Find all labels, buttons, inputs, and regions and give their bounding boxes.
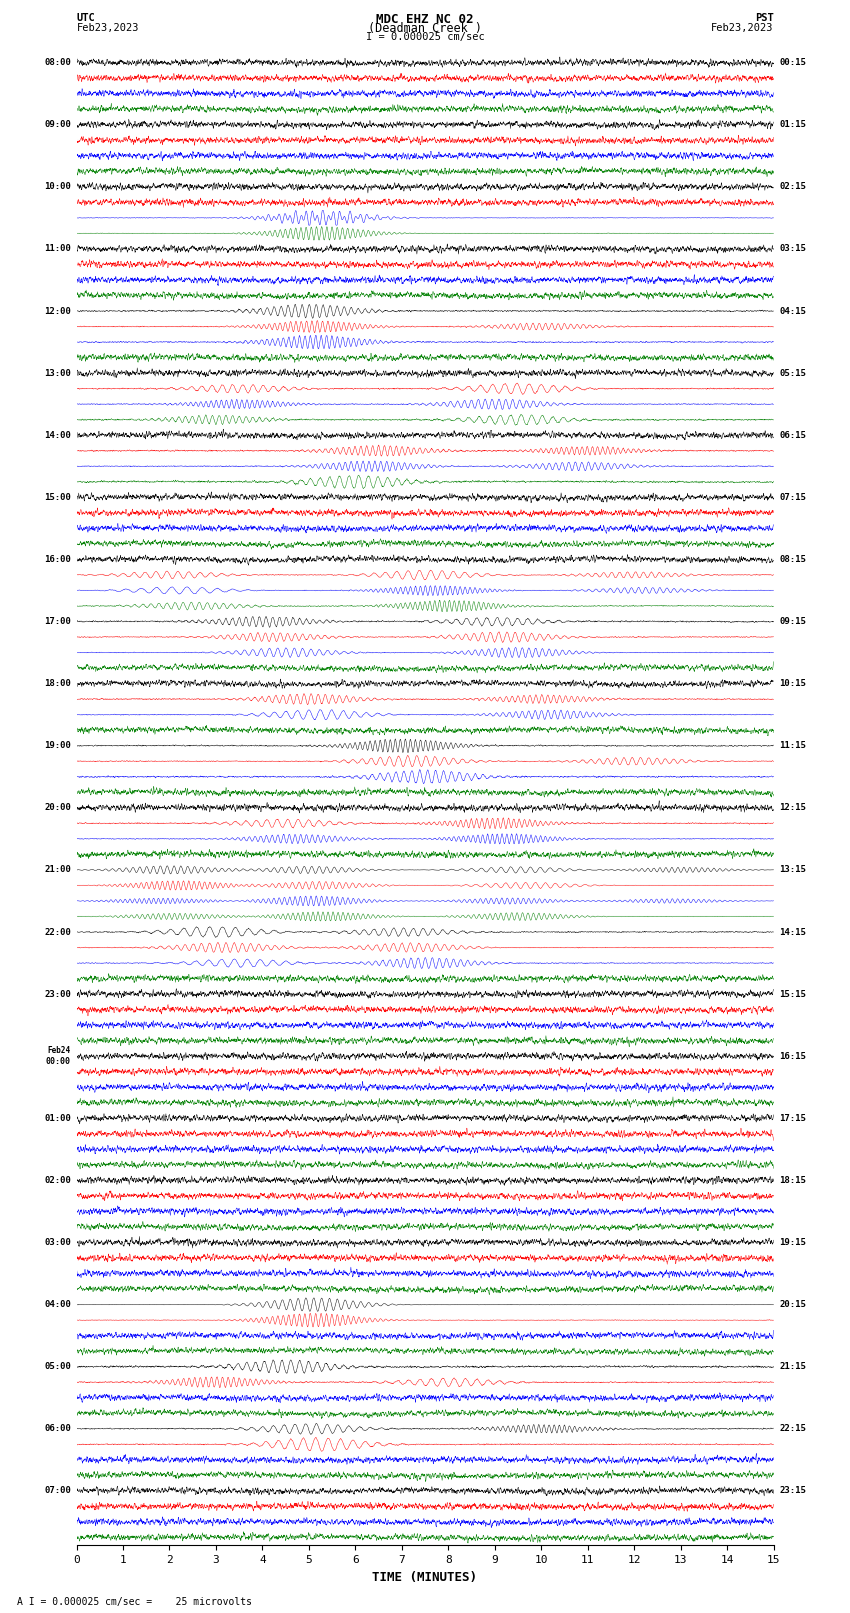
Text: 18:00: 18:00 (44, 679, 71, 689)
Text: 02:00: 02:00 (44, 1176, 71, 1186)
Text: 09:00: 09:00 (44, 121, 71, 129)
Text: 22:00: 22:00 (44, 927, 71, 937)
Text: 04:00: 04:00 (44, 1300, 71, 1310)
Text: 22:15: 22:15 (779, 1424, 806, 1434)
Text: MDC EHZ NC 02: MDC EHZ NC 02 (377, 13, 473, 26)
Text: 15:00: 15:00 (44, 494, 71, 502)
Text: 07:15: 07:15 (779, 494, 806, 502)
Text: 11:00: 11:00 (44, 245, 71, 253)
Text: 07:00: 07:00 (44, 1487, 71, 1495)
Text: 00:15: 00:15 (779, 58, 806, 68)
Text: 23:00: 23:00 (44, 990, 71, 998)
Text: 17:00: 17:00 (44, 618, 71, 626)
Text: 21:00: 21:00 (44, 866, 71, 874)
Text: 03:00: 03:00 (44, 1239, 71, 1247)
Text: I = 0.000025 cm/sec: I = 0.000025 cm/sec (366, 32, 484, 42)
Text: 05:00: 05:00 (44, 1363, 71, 1371)
Text: 23:15: 23:15 (779, 1487, 806, 1495)
Text: 18:15: 18:15 (779, 1176, 806, 1186)
Text: PST: PST (755, 13, 774, 23)
Text: 13:15: 13:15 (779, 866, 806, 874)
Text: 08:15: 08:15 (779, 555, 806, 565)
Text: A I = 0.000025 cm/sec =    25 microvolts: A I = 0.000025 cm/sec = 25 microvolts (17, 1597, 252, 1607)
Text: 14:00: 14:00 (44, 431, 71, 440)
Text: 09:15: 09:15 (779, 618, 806, 626)
Text: 06:15: 06:15 (779, 431, 806, 440)
Text: 17:15: 17:15 (779, 1115, 806, 1123)
Text: 00:00: 00:00 (46, 1057, 71, 1066)
Text: 10:15: 10:15 (779, 679, 806, 689)
Text: 19:00: 19:00 (44, 742, 71, 750)
Text: 16:15: 16:15 (779, 1052, 806, 1061)
Text: 13:00: 13:00 (44, 369, 71, 377)
Text: Feb23,2023: Feb23,2023 (711, 23, 774, 32)
Text: 20:00: 20:00 (44, 803, 71, 813)
Text: 03:15: 03:15 (779, 245, 806, 253)
Text: 21:15: 21:15 (779, 1363, 806, 1371)
Text: 05:15: 05:15 (779, 369, 806, 377)
Text: 01:15: 01:15 (779, 121, 806, 129)
Text: 20:15: 20:15 (779, 1300, 806, 1310)
Text: Feb24: Feb24 (48, 1047, 71, 1055)
Text: 12:00: 12:00 (44, 306, 71, 316)
Text: 16:00: 16:00 (44, 555, 71, 565)
Text: 04:15: 04:15 (779, 306, 806, 316)
Text: 19:15: 19:15 (779, 1239, 806, 1247)
Text: 14:15: 14:15 (779, 927, 806, 937)
Text: (Deadman Creek ): (Deadman Creek ) (368, 23, 482, 35)
Text: Feb23,2023: Feb23,2023 (76, 23, 139, 32)
Text: UTC: UTC (76, 13, 95, 23)
Text: 12:15: 12:15 (779, 803, 806, 813)
Text: 15:15: 15:15 (779, 990, 806, 998)
Text: 01:00: 01:00 (44, 1115, 71, 1123)
Text: 11:15: 11:15 (779, 742, 806, 750)
Text: 06:00: 06:00 (44, 1424, 71, 1434)
X-axis label: TIME (MINUTES): TIME (MINUTES) (372, 1571, 478, 1584)
Text: 08:00: 08:00 (44, 58, 71, 68)
Text: 10:00: 10:00 (44, 182, 71, 192)
Text: 02:15: 02:15 (779, 182, 806, 192)
